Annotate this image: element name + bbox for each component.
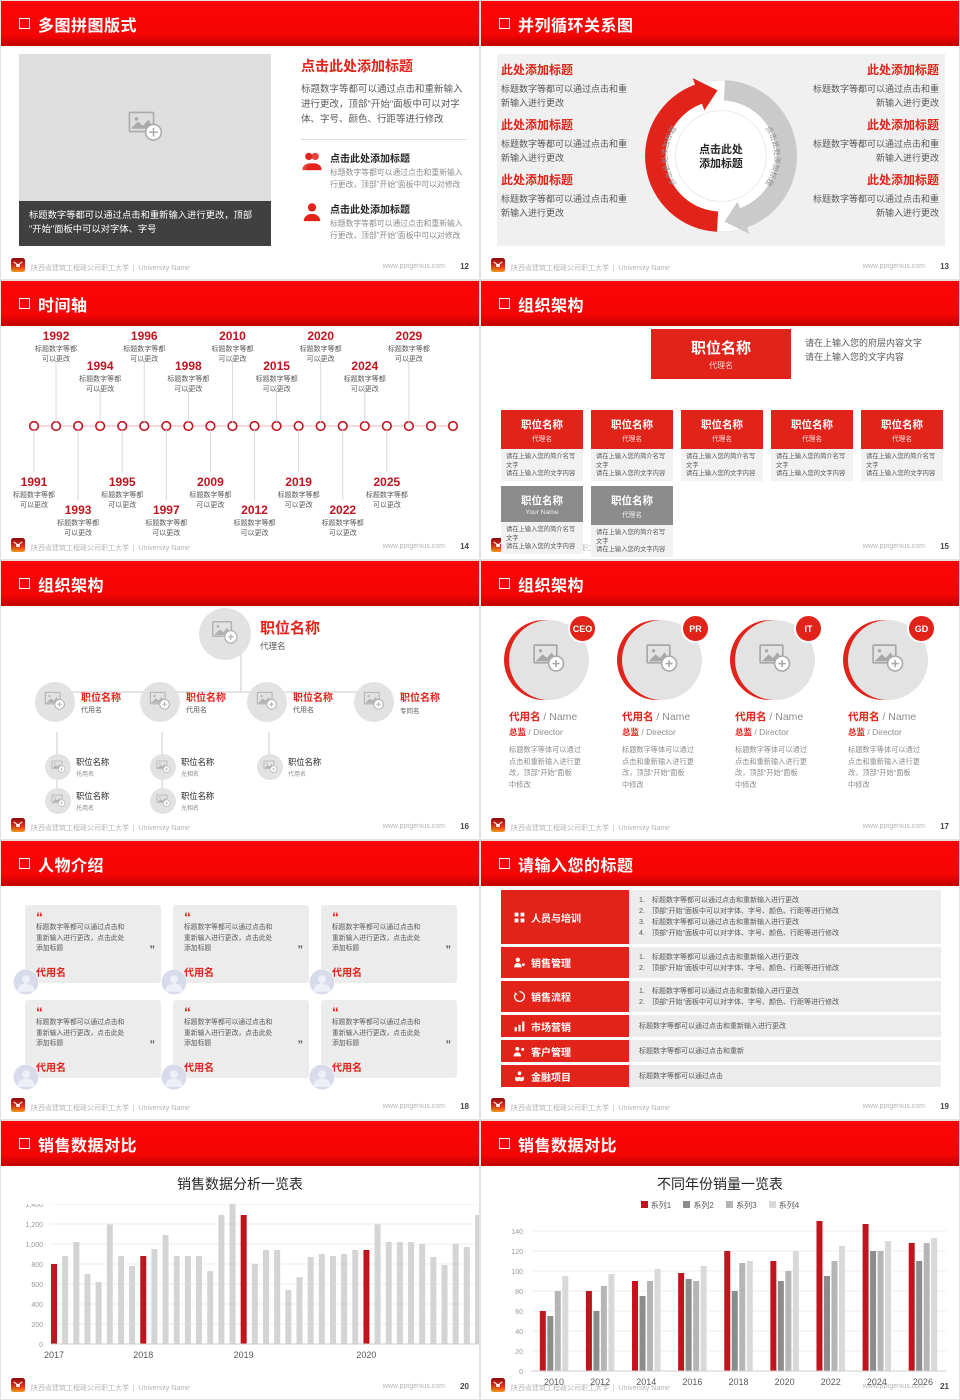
svg-text:2020: 2020 bbox=[775, 1377, 795, 1387]
svg-text:1,200: 1,200 bbox=[25, 1222, 43, 1229]
svg-text:2024: 2024 bbox=[867, 1377, 887, 1387]
svg-text:100: 100 bbox=[511, 1269, 523, 1276]
svg-text:120: 120 bbox=[511, 1249, 523, 1256]
svg-text:800: 800 bbox=[31, 1262, 43, 1269]
svg-text:0: 0 bbox=[39, 1342, 43, 1349]
svg-text:20: 20 bbox=[515, 1349, 523, 1356]
svg-text:2022: 2022 bbox=[821, 1377, 841, 1387]
svg-text:400: 400 bbox=[31, 1302, 43, 1309]
svg-text:40: 40 bbox=[515, 1329, 523, 1336]
svg-text:2018: 2018 bbox=[133, 1350, 153, 1360]
svg-text:1,400: 1,400 bbox=[25, 1204, 43, 1209]
svg-text:2016: 2016 bbox=[682, 1377, 702, 1387]
svg-text:2014: 2014 bbox=[636, 1377, 656, 1387]
svg-text:80: 80 bbox=[515, 1289, 523, 1296]
svg-text:600: 600 bbox=[31, 1282, 43, 1289]
svg-text:0: 0 bbox=[519, 1369, 523, 1376]
svg-text:2018: 2018 bbox=[728, 1377, 748, 1387]
svg-text:2012: 2012 bbox=[590, 1377, 610, 1387]
svg-text:添加标题: 添加标题 bbox=[699, 156, 743, 170]
svg-text:点击此处: 点击此处 bbox=[699, 142, 743, 156]
svg-text:2019: 2019 bbox=[234, 1350, 254, 1360]
svg-text:2010: 2010 bbox=[544, 1377, 564, 1387]
svg-text:140: 140 bbox=[511, 1229, 523, 1236]
svg-text:1,000: 1,000 bbox=[25, 1242, 43, 1249]
svg-text:60: 60 bbox=[515, 1309, 523, 1316]
svg-text:2020: 2020 bbox=[356, 1350, 376, 1360]
svg-text:200: 200 bbox=[31, 1322, 43, 1329]
svg-text:2026: 2026 bbox=[913, 1377, 933, 1387]
svg-text:2017: 2017 bbox=[44, 1350, 64, 1360]
